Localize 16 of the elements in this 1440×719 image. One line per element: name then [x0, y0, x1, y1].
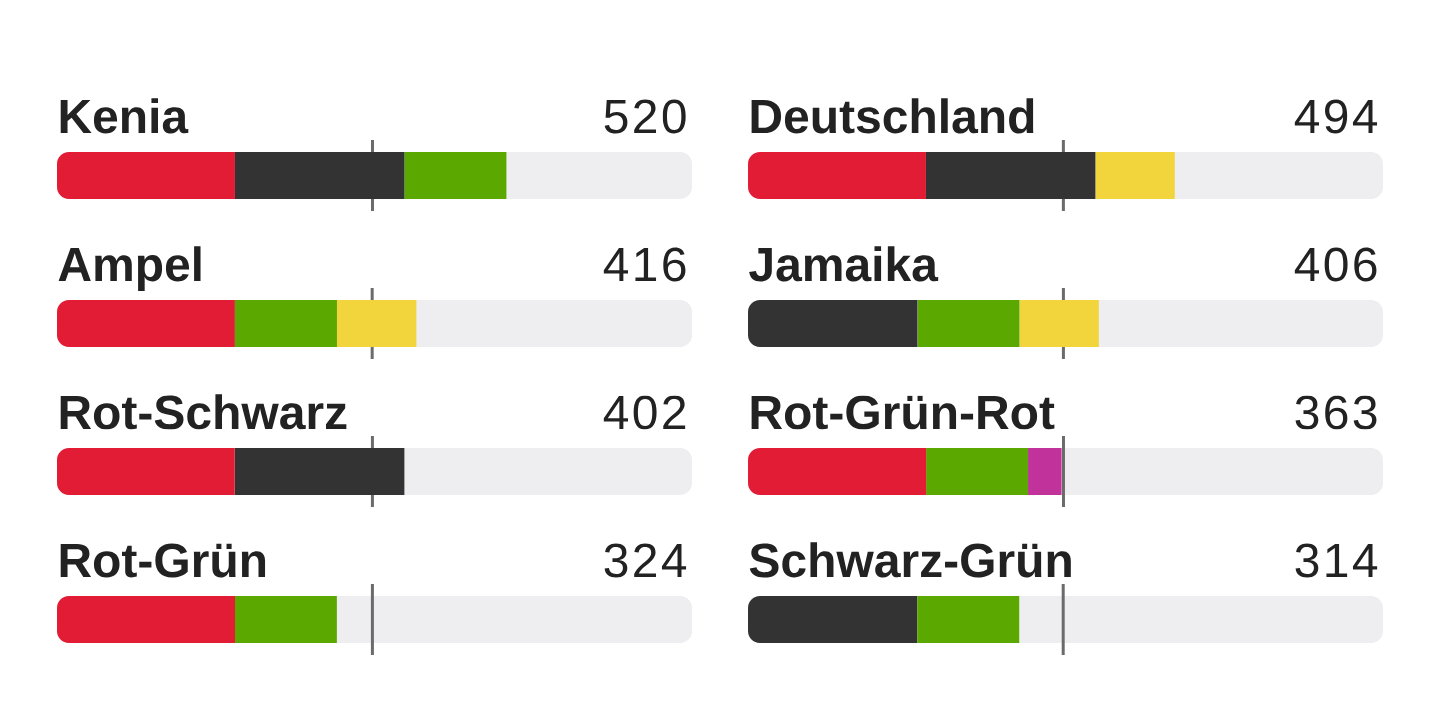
chart-title: Rot-Schwarz	[60, 394, 347, 430]
text: 494	[1294, 99, 1378, 134]
chart-title: Schwarz-Grün	[749, 542, 1071, 578]
text: 324	[604, 543, 687, 578]
chart-title: Ampel	[58, 246, 201, 291]
text: 314	[1295, 543, 1378, 578]
text: 416	[603, 247, 686, 282]
text: 402	[603, 395, 686, 430]
chart-title: Kenia	[60, 98, 189, 134]
chart-title: Rot-Grün	[60, 543, 266, 578]
text: 406	[1294, 247, 1377, 282]
chart-title: Jamaika	[749, 246, 939, 282]
chart-title: Rot-Grün-Rot	[751, 395, 1055, 430]
text: 363	[1295, 395, 1377, 430]
chart-title: Deutschland	[751, 98, 1034, 134]
text: 520	[604, 99, 686, 134]
